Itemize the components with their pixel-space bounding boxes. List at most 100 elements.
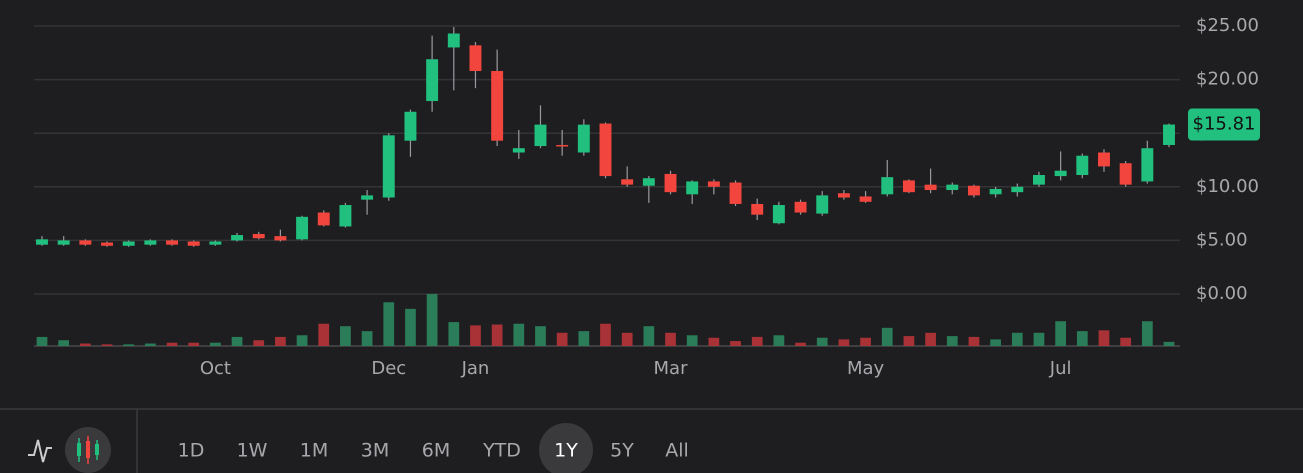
- candle-body: [686, 181, 699, 195]
- candle-body: [1163, 124, 1175, 145]
- candle-body: [837, 193, 850, 198]
- volume-bar: [990, 339, 1001, 346]
- candle-body: [252, 233, 265, 239]
- volume-bar: [1163, 341, 1175, 346]
- candle-body: [491, 71, 504, 141]
- x-tick-label: Jul: [1049, 358, 1072, 379]
- y-tick-label: $10.00: [1196, 176, 1259, 197]
- volume-bar: [925, 332, 936, 346]
- volume-bar: [253, 340, 265, 346]
- candle-body: [1011, 186, 1024, 193]
- candle-body: [296, 216, 309, 240]
- range-button[interactable]: 1W: [237, 440, 268, 462]
- candle-body: [924, 184, 937, 191]
- x-tick-label: May: [847, 358, 885, 379]
- volume-bar: [513, 323, 525, 346]
- candle-body: [816, 195, 829, 214]
- candle-body: [144, 240, 157, 245]
- y-tick-label: $5.00: [1196, 229, 1248, 250]
- volume-bar: [968, 336, 980, 346]
- candle-body: [101, 242, 113, 246]
- candle-body: [122, 241, 135, 246]
- x-tick-label: Dec: [371, 358, 406, 379]
- volume-bar: [101, 344, 113, 346]
- candle-body: [361, 195, 374, 200]
- volume-bar: [123, 344, 135, 346]
- volume-bar: [1033, 332, 1045, 346]
- range-button[interactable]: 1M: [300, 440, 328, 462]
- candle-body: [967, 185, 980, 196]
- candle-body: [469, 45, 482, 72]
- volume-bar: [275, 336, 286, 346]
- candle-body: [794, 201, 807, 213]
- range-label: YTD: [482, 440, 521, 462]
- y-tick-label: $0.00: [1196, 283, 1248, 304]
- volume-bar: [535, 326, 546, 346]
- range-button[interactable]: 1D: [178, 440, 205, 462]
- range-button[interactable]: 6M: [422, 440, 450, 462]
- volume-bar: [795, 342, 806, 346]
- candle-body: [36, 239, 48, 245]
- range-label: 1W: [237, 440, 268, 462]
- range-button[interactable]: YTD: [482, 440, 521, 462]
- volume-bar: [318, 323, 330, 346]
- candle-body: [231, 235, 244, 241]
- volume-bar: [1141, 321, 1153, 346]
- candle-body: [1141, 148, 1154, 182]
- volume-bar: [1120, 337, 1132, 346]
- range-label: All: [665, 440, 689, 462]
- volume-bar: [405, 308, 416, 346]
- candle-body: [166, 240, 178, 245]
- volume-bar: [491, 324, 503, 346]
- candle-body: [534, 124, 547, 147]
- candle-body: [79, 240, 92, 245]
- candle-chart-icon[interactable]: [65, 427, 111, 473]
- candle-body: [664, 173, 677, 193]
- range-button[interactable]: All: [665, 440, 689, 462]
- icon-body: [77, 443, 81, 456]
- candle-body: [599, 123, 612, 177]
- range-label: 1M: [300, 440, 328, 462]
- range-button[interactable]: 5Y: [610, 440, 634, 462]
- volume-bar: [426, 294, 438, 346]
- volume-bar: [773, 335, 785, 346]
- volume-bar: [166, 342, 178, 346]
- volume-bar: [903, 336, 915, 346]
- volume-bar: [1011, 332, 1023, 346]
- candle-body: [859, 196, 872, 202]
- volume-bar: [36, 336, 48, 346]
- range-label: 1Y: [554, 440, 578, 462]
- candle-body: [209, 241, 222, 245]
- volume-bar: [665, 332, 676, 346]
- volume-bar: [79, 343, 91, 346]
- volume-bar: [838, 339, 850, 346]
- range-button[interactable]: 3M: [361, 440, 389, 462]
- volume-bar: [686, 335, 698, 346]
- candle-body: [556, 144, 569, 147]
- candle-body: [881, 177, 894, 195]
- x-tick-label: Jan: [461, 358, 490, 379]
- x-tick-label: Oct: [200, 358, 231, 379]
- candle-body: [577, 124, 590, 153]
- line-chart-icon[interactable]: [28, 439, 52, 463]
- volume-bar: [383, 302, 395, 346]
- volume-bar: [1055, 321, 1066, 346]
- icon-body: [95, 444, 99, 455]
- line-icon: [28, 439, 52, 463]
- volume-bar: [210, 342, 221, 346]
- volume-bar: [860, 337, 871, 346]
- candle-body: [946, 184, 959, 191]
- candle-body: [317, 212, 330, 226]
- range-button[interactable]: 1Y: [539, 423, 593, 473]
- candle-body: [902, 180, 915, 193]
- candle-body: [57, 240, 70, 245]
- candle-body: [1054, 170, 1067, 177]
- volume-bar: [881, 327, 893, 346]
- volume-bar: [296, 335, 308, 346]
- candle-body: [772, 205, 785, 224]
- volume-bar: [946, 336, 958, 346]
- candle-body: [1098, 152, 1110, 167]
- range-label: 6M: [422, 440, 450, 462]
- candle-body: [621, 179, 634, 185]
